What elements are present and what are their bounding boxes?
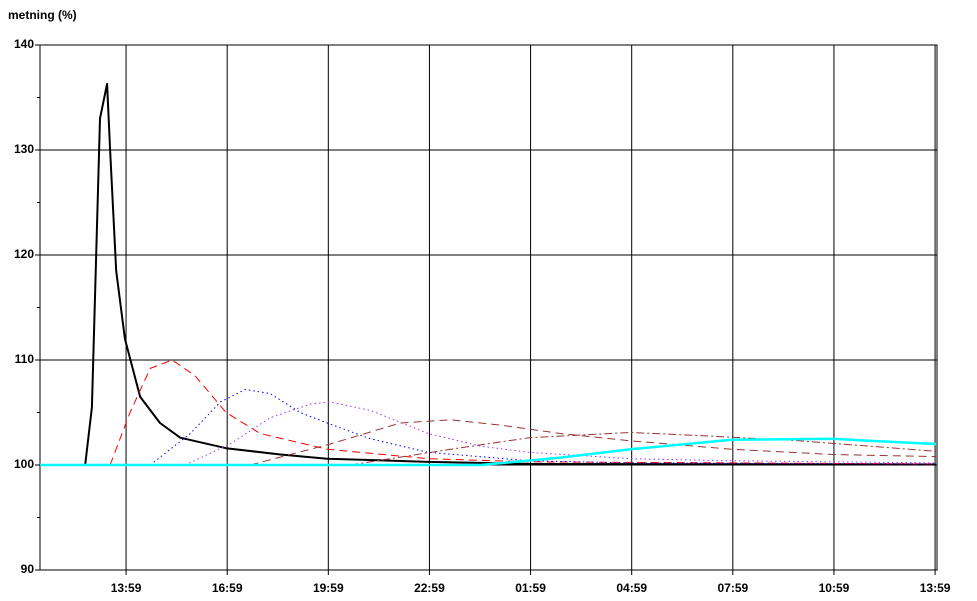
y-tick-label: 140 bbox=[14, 37, 34, 51]
x-tick-label: 13:59 bbox=[920, 581, 951, 595]
x-tick-label: 19:59 bbox=[313, 581, 344, 595]
y-tick-label: 120 bbox=[14, 247, 34, 261]
x-tick-label: 04:59 bbox=[616, 581, 647, 595]
y-tick-label: 110 bbox=[15, 352, 35, 366]
y-tick-label: 90 bbox=[21, 562, 35, 576]
series-line bbox=[40, 437, 937, 467]
x-tick-label: 22:59 bbox=[414, 581, 445, 595]
y-tick-label: 130 bbox=[14, 142, 34, 156]
chart-title: metning (%) bbox=[8, 8, 77, 22]
x-tick-label: 07:59 bbox=[717, 581, 748, 595]
y-tick-label: 100 bbox=[14, 457, 34, 471]
series-line bbox=[109, 359, 936, 466]
x-tick-label: 16:59 bbox=[212, 581, 243, 595]
x-tick-label: 13:59 bbox=[111, 581, 142, 595]
series-line bbox=[250, 419, 937, 466]
series-line bbox=[350, 431, 937, 466]
x-tick-label: 10:59 bbox=[819, 581, 850, 595]
x-tick-label: 01:59 bbox=[515, 581, 546, 595]
